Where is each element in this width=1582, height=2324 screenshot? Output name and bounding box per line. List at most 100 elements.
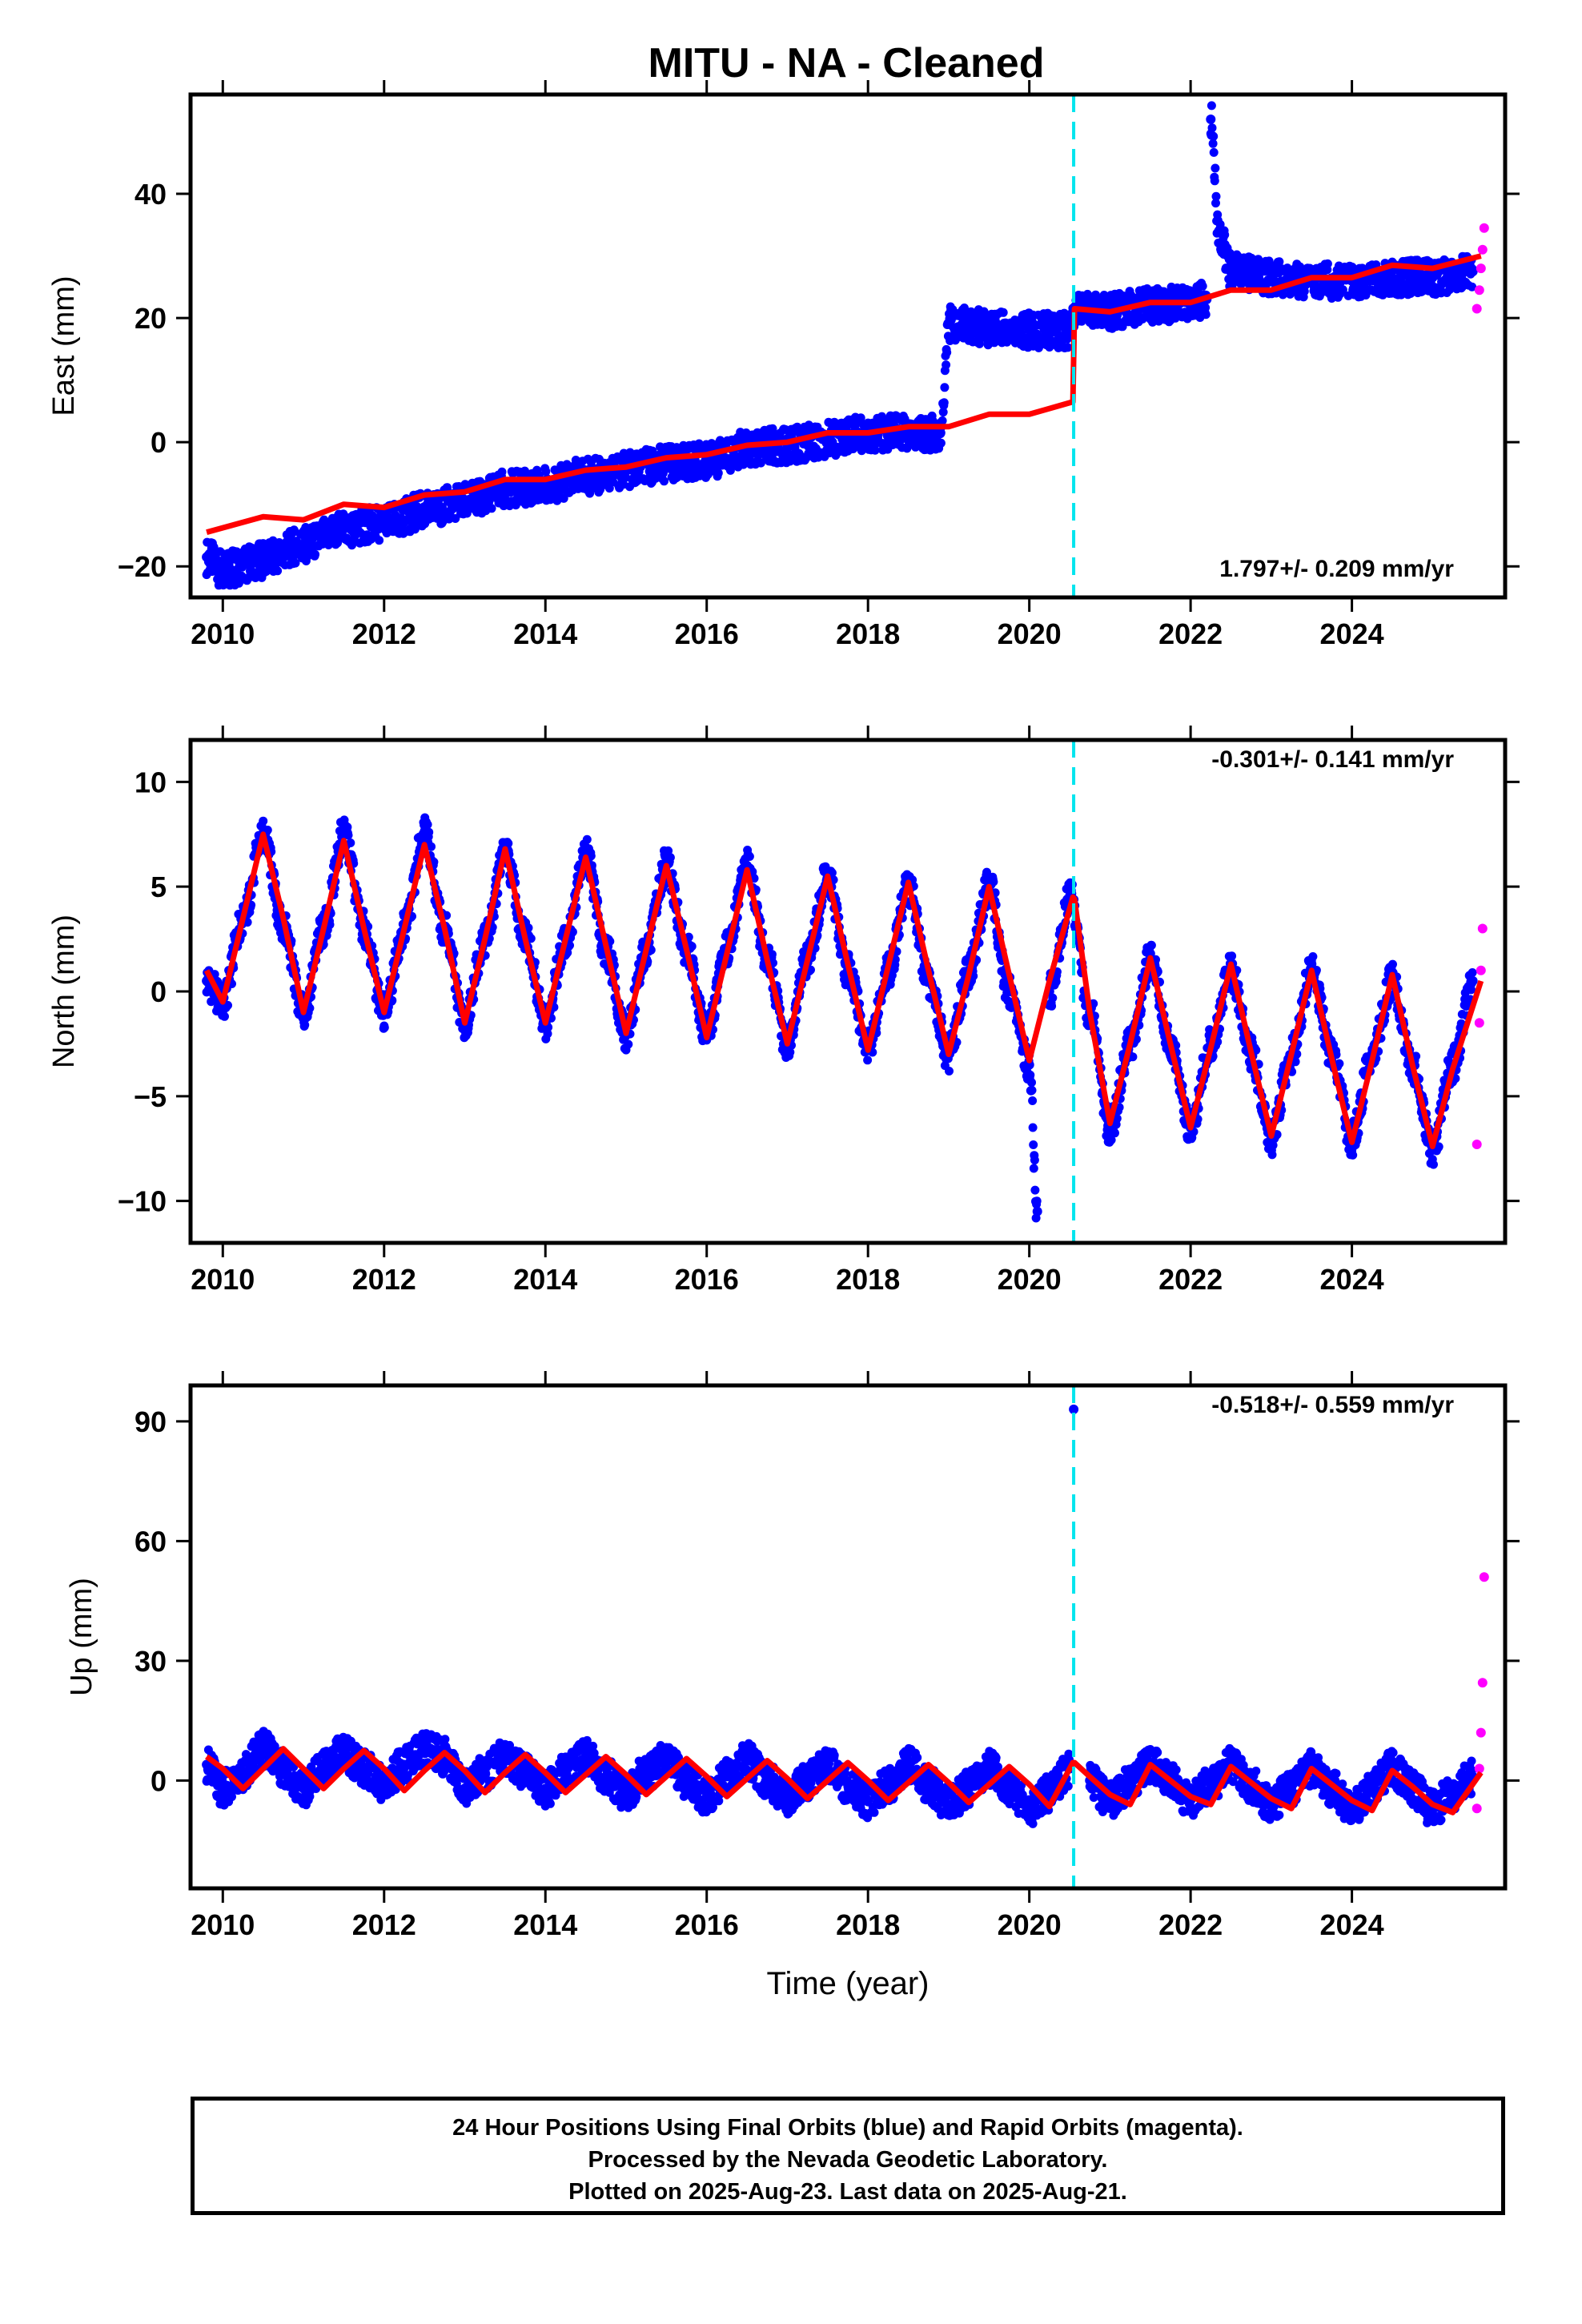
- final-orbit-point: [1063, 343, 1073, 352]
- final-orbit-point: [259, 816, 268, 826]
- final-orbit-point: [982, 867, 991, 877]
- final-orbit-point: [701, 456, 712, 466]
- final-orbit-point: [1030, 1156, 1039, 1165]
- plot-area: [202, 101, 1489, 590]
- final-orbit-point: [1207, 101, 1216, 111]
- final-orbit-point: [1030, 1185, 1040, 1195]
- final-orbit-point: [984, 322, 994, 332]
- rapid-orbit-point: [1476, 263, 1486, 274]
- final-orbit-point: [1214, 226, 1224, 236]
- final-orbit-point: [497, 467, 507, 476]
- final-orbit-point: [1209, 147, 1219, 157]
- final-orbit-point: [1209, 131, 1219, 141]
- final-orbit-point: [291, 558, 300, 568]
- final-orbit-point: [1032, 1196, 1042, 1206]
- final-orbit-point: [220, 1011, 229, 1021]
- y-axis-label: East (mm): [47, 275, 81, 416]
- final-orbit-point: [1338, 285, 1347, 295]
- final-orbit-point: [785, 1047, 795, 1057]
- final-orbit-point: [209, 542, 219, 552]
- final-orbit-point: [1201, 310, 1211, 320]
- final-orbit-point: [423, 820, 432, 830]
- final-orbit-point: [1211, 199, 1220, 208]
- final-orbit-point: [661, 459, 672, 469]
- final-orbit-point: [543, 1029, 552, 1039]
- x-tick-label: 2020: [998, 617, 1062, 650]
- final-orbit-point: [300, 1020, 310, 1030]
- final-orbit-point: [1106, 1136, 1116, 1144]
- final-orbit-point: [745, 852, 754, 861]
- final-orbit-point: [218, 565, 228, 575]
- final-orbit-point: [935, 428, 946, 438]
- final-orbit-point: [541, 467, 551, 476]
- final-orbit-point: [940, 383, 950, 392]
- rapid-orbit-point: [1477, 244, 1488, 255]
- final-orbit-point: [1128, 1052, 1138, 1062]
- final-orbit-point: [870, 445, 880, 455]
- final-orbit-point: [580, 471, 591, 481]
- final-orbit-point: [1029, 1140, 1038, 1149]
- x-tick-label: 2018: [836, 617, 900, 650]
- final-orbit-point: [1146, 940, 1156, 950]
- final-orbit-point: [299, 540, 308, 550]
- x-tick-label: 2012: [352, 617, 416, 650]
- final-orbit-point: [1033, 329, 1042, 339]
- y-tick-label: −20: [118, 550, 167, 583]
- final-orbit-point: [202, 552, 212, 562]
- final-orbit-point: [1468, 282, 1477, 292]
- final-orbit-point: [273, 566, 283, 576]
- final-orbit-point: [420, 505, 430, 516]
- final-orbit-point: [1026, 1070, 1035, 1080]
- final-orbit-point: [1387, 272, 1397, 283]
- final-orbit-point: [939, 398, 949, 408]
- rapid-orbit-point: [1472, 304, 1482, 314]
- final-orbit-point: [1047, 1001, 1057, 1011]
- final-orbit-point: [1028, 1096, 1038, 1105]
- x-tick-label: 2016: [675, 617, 739, 650]
- final-orbit-point: [311, 549, 320, 559]
- final-orbit-point: [1198, 281, 1207, 291]
- final-orbit-point: [1024, 325, 1034, 336]
- final-orbit-point: [713, 468, 723, 478]
- final-orbit-point: [938, 408, 948, 417]
- final-orbit-point: [540, 480, 551, 491]
- final-orbit-point: [1211, 163, 1220, 173]
- plot-area: [202, 813, 1488, 1223]
- rapid-orbit-point: [1474, 285, 1484, 296]
- panel-north: 2010 2012 2014 2016 2018 2020 2022 2024−10−5051…: [47, 726, 1520, 1296]
- final-orbit-point: [487, 504, 496, 513]
- final-orbit-point: [524, 923, 533, 933]
- x-tick-label: 2014: [513, 617, 577, 650]
- final-orbit-point: [375, 536, 384, 545]
- final-orbit-point: [822, 434, 833, 444]
- y-tick-label: 20: [135, 302, 167, 335]
- final-orbit-point: [346, 838, 355, 847]
- final-orbit-point: [582, 834, 592, 844]
- final-orbit-point: [942, 360, 951, 370]
- final-orbit-point: [500, 484, 510, 494]
- final-orbit-point: [379, 518, 389, 528]
- chart-title: MITU - NA - Cleaned: [648, 40, 1045, 86]
- final-orbit-point: [1206, 115, 1216, 124]
- panels: 2010 2012 2014 2016 2018 2020 2022 2024−2002040…: [47, 80, 1520, 1941]
- y-tick-label: 40: [135, 178, 167, 211]
- final-orbit-point: [1051, 977, 1061, 987]
- final-orbit-point: [936, 438, 946, 448]
- final-orbit-point: [943, 319, 954, 329]
- final-orbit-point: [863, 1055, 873, 1065]
- final-orbit-point: [998, 308, 1008, 317]
- final-orbit-point: [1211, 191, 1221, 201]
- final-orbit-point: [1201, 303, 1211, 312]
- plot-frame: [188, 92, 1508, 600]
- final-orbit-point: [960, 304, 969, 312]
- final-orbit-point: [559, 493, 568, 503]
- final-orbit-point: [1027, 1078, 1036, 1088]
- final-orbit-point: [1028, 1123, 1038, 1132]
- final-orbit-point: [945, 1067, 954, 1076]
- final-orbit-point: [660, 476, 669, 486]
- final-orbit-point: [379, 1023, 389, 1032]
- final-orbit-point: [1207, 123, 1217, 133]
- final-orbit-point: [624, 1039, 633, 1049]
- final-orbit-point: [664, 846, 673, 855]
